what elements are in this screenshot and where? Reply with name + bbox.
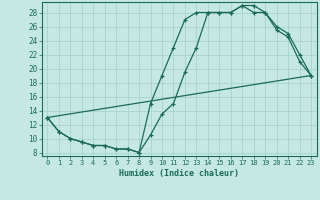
- X-axis label: Humidex (Indice chaleur): Humidex (Indice chaleur): [119, 169, 239, 178]
